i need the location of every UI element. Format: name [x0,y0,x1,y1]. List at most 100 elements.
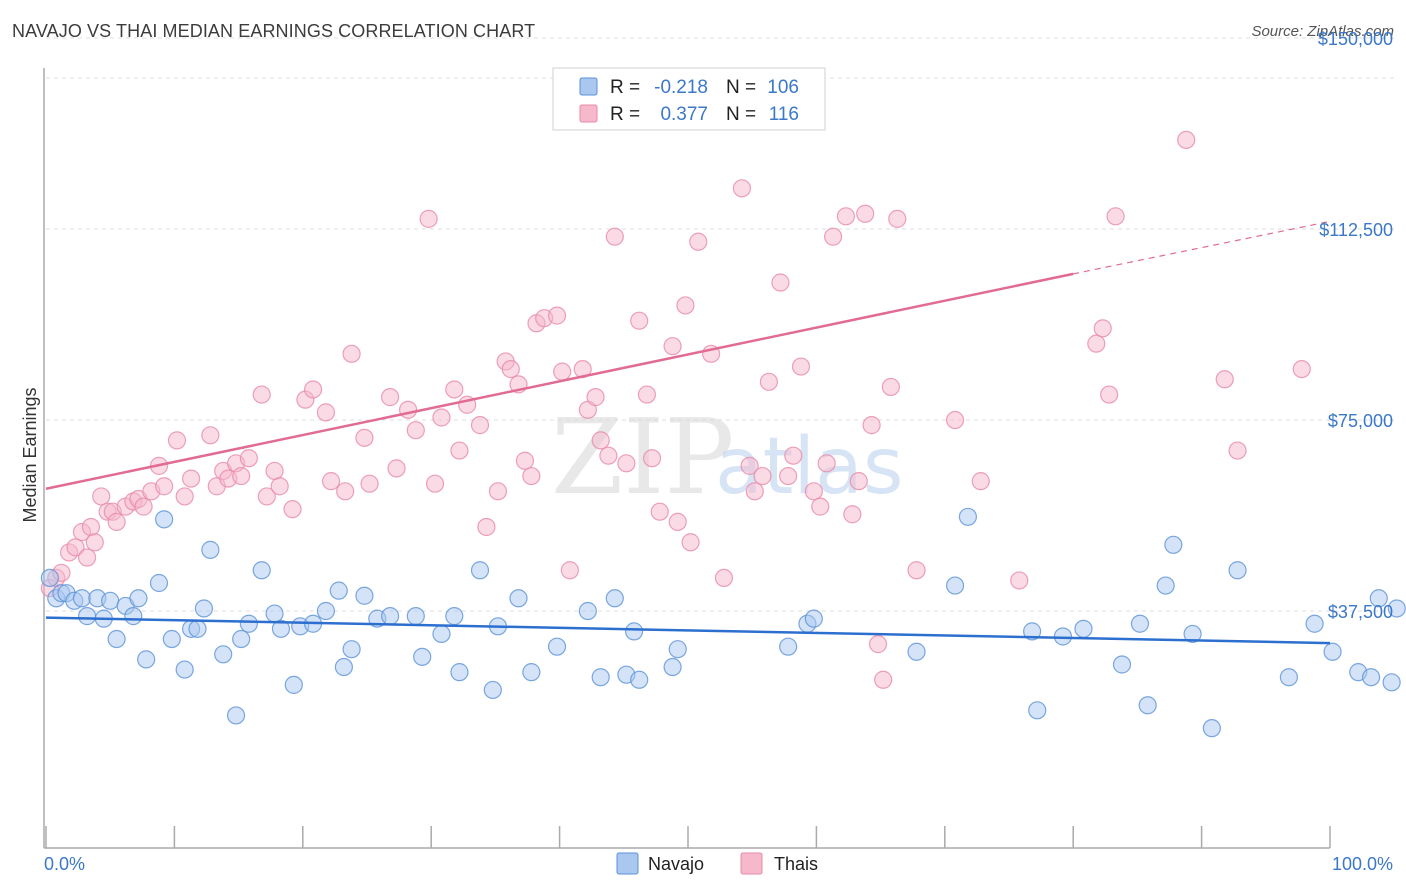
x-tick-label: 100.0% [1332,854,1393,874]
point-navajo [1279,668,1299,687]
point-thais [387,459,406,478]
trend-line-navajo [45,616,1331,645]
point-thais [470,416,490,435]
point-thais [617,454,636,473]
series-thais-points [40,105,1311,689]
point-thais [342,344,361,363]
point-navajo [124,607,143,626]
legend-thais-label: Thais [774,854,818,874]
point-navajo [522,663,541,682]
point-thais [637,385,657,404]
point-thais [732,179,752,198]
stats-r-label: R = [610,77,640,98]
point-thais [1215,370,1234,389]
point-navajo [1156,576,1175,595]
point-navajo [1164,535,1183,554]
stats-thais-r: 0.377 [660,104,708,125]
point-thais [784,446,803,465]
point-thais [836,207,856,226]
point-navajo [432,624,451,644]
point-navajo [1183,624,1202,644]
stats-thais-swatch [579,104,598,123]
stats-box: R = -0.218 N = 106 R = 0.377 N = 116 [552,67,826,131]
y-tick-label: $37,500 [1328,602,1393,622]
point-thais [522,466,541,486]
point-navajo [1361,668,1381,687]
point-thais [586,388,605,407]
point-navajo [342,640,361,659]
point-thais [406,421,425,440]
point-navajo [1382,673,1401,692]
point-thais [856,204,875,223]
legend: Navajo Thais [616,852,818,875]
point-navajo [450,663,469,682]
point-navajo [334,657,353,677]
point-navajo [1074,619,1093,638]
point-navajo [509,589,528,608]
point-navajo [1028,701,1047,720]
y-tick-label: $150,000 [1318,29,1393,49]
stats-r-label: R = [610,104,640,125]
point-thais [201,426,220,445]
point-navajo [232,629,251,649]
watermark-zip: ZIP [551,396,734,518]
point-thais [155,477,174,496]
point-thais [316,403,336,422]
point-thais [477,517,496,537]
point-navajo [1138,696,1157,715]
point-navajo [175,660,194,679]
point-navajo [329,581,348,600]
point-thais [740,456,759,475]
point-thais [252,385,271,404]
point-navajo [630,670,649,689]
point-thais [303,380,323,399]
point-navajo [1023,622,1042,641]
point-navajo [265,604,284,623]
point-navajo [945,576,965,595]
point-thais [1010,571,1029,590]
point-thais [745,482,764,501]
point-thais [1292,359,1311,379]
point-thais [257,487,276,506]
point-navajo [406,607,425,626]
point-thais [515,451,535,470]
point-thais [714,568,734,588]
point-navajo [201,540,220,559]
point-thais [759,372,778,391]
point-thais [599,446,618,465]
point-thais [1087,334,1106,353]
point-thais [181,469,201,488]
point-navajo [1112,655,1132,674]
point-navajo [381,607,400,626]
point-thais [971,472,990,491]
point-thais [107,512,126,531]
stats-navajo-swatch [579,77,598,96]
point-navajo [445,607,464,626]
point-navajo [284,675,303,694]
chart-title: NAVAJO VS THAI MEDIAN EARNINGS CORRELATI… [12,21,536,41]
point-thais [779,466,798,486]
point-thais [874,670,893,689]
point-thais [771,273,790,292]
point-navajo [188,619,207,638]
point-thais [432,408,451,427]
point-navajo [77,607,97,626]
point-thais [81,517,101,537]
point-thais [321,472,341,491]
point-thais [360,474,379,493]
legend-thais-swatch [740,852,763,875]
point-thais [689,232,708,251]
legend-navajo-label: Navajo [648,854,704,874]
point-navajo [907,642,926,661]
point-thais [419,209,438,228]
axes [43,68,1331,849]
point-navajo [129,589,148,608]
point-thais [642,449,662,468]
point-navajo [1387,599,1406,618]
point-thais [1100,385,1119,404]
point-navajo [413,647,432,666]
stats-navajo-r: -0.218 [654,77,708,98]
point-thais [591,431,610,450]
point-thais [92,487,111,506]
